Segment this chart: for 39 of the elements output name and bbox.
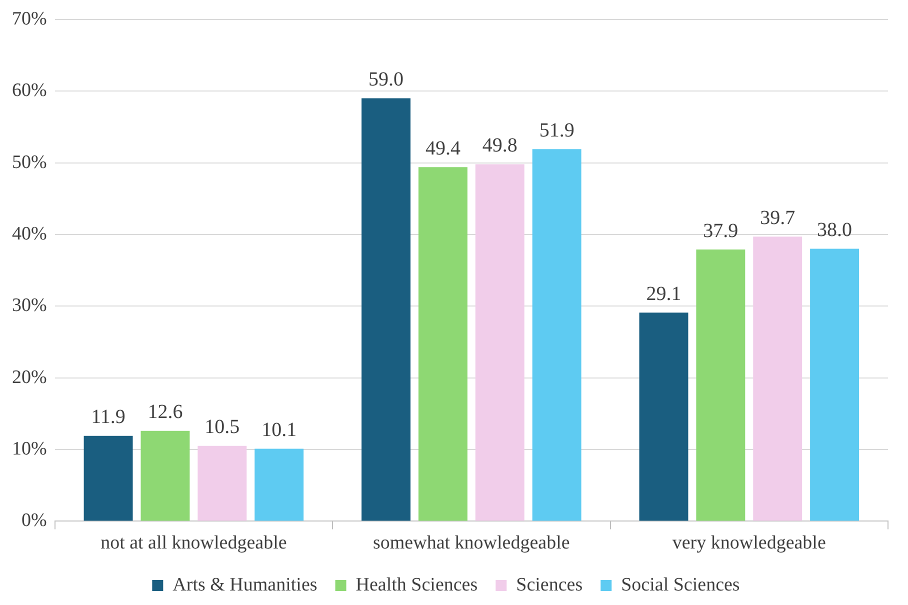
legend-label: Arts & Humanities — [172, 574, 318, 596]
y-tick-label: 0% — [22, 510, 47, 532]
bar — [532, 149, 582, 521]
data-label: 10.1 — [262, 419, 297, 442]
bar — [84, 436, 133, 521]
x-tick-label: very knowledgeable — [672, 532, 826, 554]
y-tick-label: 30% — [12, 295, 47, 316]
bar — [140, 430, 190, 521]
y-tick-label: 10% — [12, 438, 47, 460]
data-label: 37.9 — [703, 220, 738, 242]
x-tick-label: somewhat knowledgeable — [373, 532, 570, 554]
data-label: 12.6 — [148, 401, 183, 424]
bar — [810, 248, 860, 521]
bar — [475, 164, 524, 521]
bar — [254, 448, 304, 521]
legend-label: Health Sciences — [356, 574, 478, 596]
y-tick-label: 20% — [12, 366, 47, 388]
bar — [198, 446, 247, 521]
data-label: 11.9 — [91, 406, 126, 428]
data-label: 10.5 — [204, 416, 240, 438]
bar — [362, 98, 410, 521]
data-label: 29.1 — [646, 282, 682, 305]
data-label: 49.8 — [482, 134, 518, 156]
y-tick-label: 50% — [12, 152, 47, 173]
legend-label: Social Sciences — [621, 574, 740, 596]
bar — [639, 312, 688, 521]
y-tick-label: 60% — [12, 80, 47, 102]
x-tick-label: not at all knowledgeable — [100, 532, 287, 554]
legend-label: Sciences — [516, 574, 583, 596]
data-label: 39.7 — [760, 206, 796, 229]
data-label: 38.0 — [817, 219, 852, 242]
data-label: 51.9 — [539, 119, 574, 142]
bar — [696, 250, 746, 521]
y-tick-label: 40% — [12, 223, 47, 244]
y-tick-label: 70% — [12, 8, 47, 30]
data-label: 59.0 — [368, 68, 404, 91]
bar — [753, 236, 802, 521]
data-label: 49.4 — [425, 137, 460, 160]
bar — [418, 167, 468, 521]
